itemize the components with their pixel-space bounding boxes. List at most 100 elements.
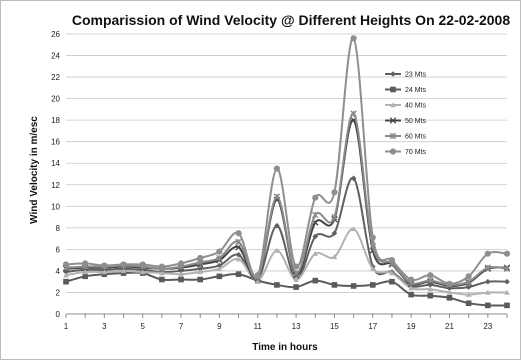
data-point (389, 270, 395, 276)
data-point (408, 285, 414, 291)
data-point (504, 278, 510, 285)
data-point (82, 273, 88, 280)
y-tick-label: 4 (56, 267, 61, 276)
data-point (139, 269, 146, 275)
legend-label: 24 Mts (405, 87, 427, 94)
data-point (63, 272, 69, 278)
data-point (427, 292, 434, 299)
data-point (197, 269, 204, 275)
data-point (484, 250, 491, 257)
data-point (101, 262, 108, 269)
data-point (216, 248, 223, 255)
x-tick-label: 23 (483, 322, 492, 331)
data-point (235, 271, 242, 277)
series-70-mts (62, 35, 511, 287)
data-point (312, 211, 319, 219)
x-tick-label: 17 (368, 322, 377, 331)
data-point (274, 222, 280, 229)
data-point (158, 263, 165, 270)
series-line (65, 112, 508, 286)
data-point (235, 238, 242, 246)
x-tick-label: 5 (140, 322, 145, 331)
data-point (331, 254, 338, 260)
data-point (485, 289, 491, 295)
series-24-mts (63, 270, 510, 309)
data-point (331, 282, 338, 288)
data-point (197, 254, 204, 262)
data-point (465, 273, 472, 280)
data-point (197, 276, 204, 283)
data-point (408, 291, 414, 298)
legend-marker (389, 132, 397, 140)
legend-marker (390, 86, 396, 93)
data-point (485, 278, 491, 285)
data-point (389, 278, 395, 285)
legend-marker (390, 102, 396, 108)
data-point (465, 284, 472, 290)
data-point (369, 282, 376, 288)
legend-marker (389, 148, 397, 155)
legend-label: 40 Mts (405, 103, 427, 110)
y-tick-label: 14 (51, 159, 60, 168)
y-tick-label: 12 (51, 181, 60, 190)
data-point (465, 278, 472, 285)
y-tick-label: 24 (51, 52, 60, 61)
data-point (312, 277, 319, 284)
data-point (62, 261, 70, 268)
data-point (120, 261, 127, 268)
data-point (274, 247, 280, 253)
data-point (101, 269, 108, 275)
y-axis-title: Wind Velocity in m/esc (29, 116, 40, 224)
data-point (350, 110, 357, 117)
data-point (216, 273, 223, 280)
data-point (82, 269, 88, 275)
data-point (408, 276, 415, 283)
y-tick-label: 10 (51, 202, 60, 211)
x-tick-label: 15 (330, 322, 339, 331)
x-tick-label: 3 (102, 322, 107, 331)
data-point (331, 189, 338, 196)
legend-label: 60 Mts (405, 134, 427, 141)
data-point (350, 175, 357, 182)
x-tick-label: 19 (407, 322, 416, 331)
data-point (63, 278, 69, 285)
data-point (503, 265, 511, 273)
data-point (446, 289, 453, 295)
x-tick-label: 9 (217, 322, 222, 331)
data-point (178, 271, 184, 277)
legend-label: 70 Mts (405, 149, 427, 156)
legend-item: 24 Mts (385, 86, 427, 94)
data-point (216, 254, 223, 262)
y-tick-label: 26 (51, 30, 60, 39)
legend-marker (390, 71, 396, 77)
x-tick-label: 11 (254, 322, 263, 331)
data-point (254, 272, 261, 279)
data-point (485, 302, 491, 309)
legend-marker (389, 117, 397, 124)
x-tick-label: 1 (64, 322, 69, 331)
y-tick-label: 0 (56, 310, 61, 319)
data-point (503, 250, 511, 257)
y-tick-label: 18 (51, 116, 60, 125)
series-60-mts (62, 110, 511, 289)
legend: 23 Mts 24 Mts 40 Mts 50 Mts 60 Mts 70 Mts (385, 71, 427, 156)
data-point (178, 276, 184, 283)
data-point (273, 165, 281, 172)
data-point (350, 226, 357, 232)
data-point (293, 284, 299, 290)
data-point (369, 265, 376, 272)
x-tick-label: 21 (445, 322, 454, 331)
data-point (293, 276, 299, 282)
y-tick-label: 22 (51, 73, 60, 82)
y-tick-label: 8 (56, 224, 61, 233)
data-point (177, 260, 185, 267)
legend-label: 23 Mts (405, 72, 427, 79)
data-point (159, 276, 165, 283)
series-line (65, 119, 508, 288)
series-line (65, 271, 508, 307)
data-point (350, 283, 357, 289)
y-tick-label: 2 (56, 288, 61, 297)
data-point (369, 234, 376, 241)
